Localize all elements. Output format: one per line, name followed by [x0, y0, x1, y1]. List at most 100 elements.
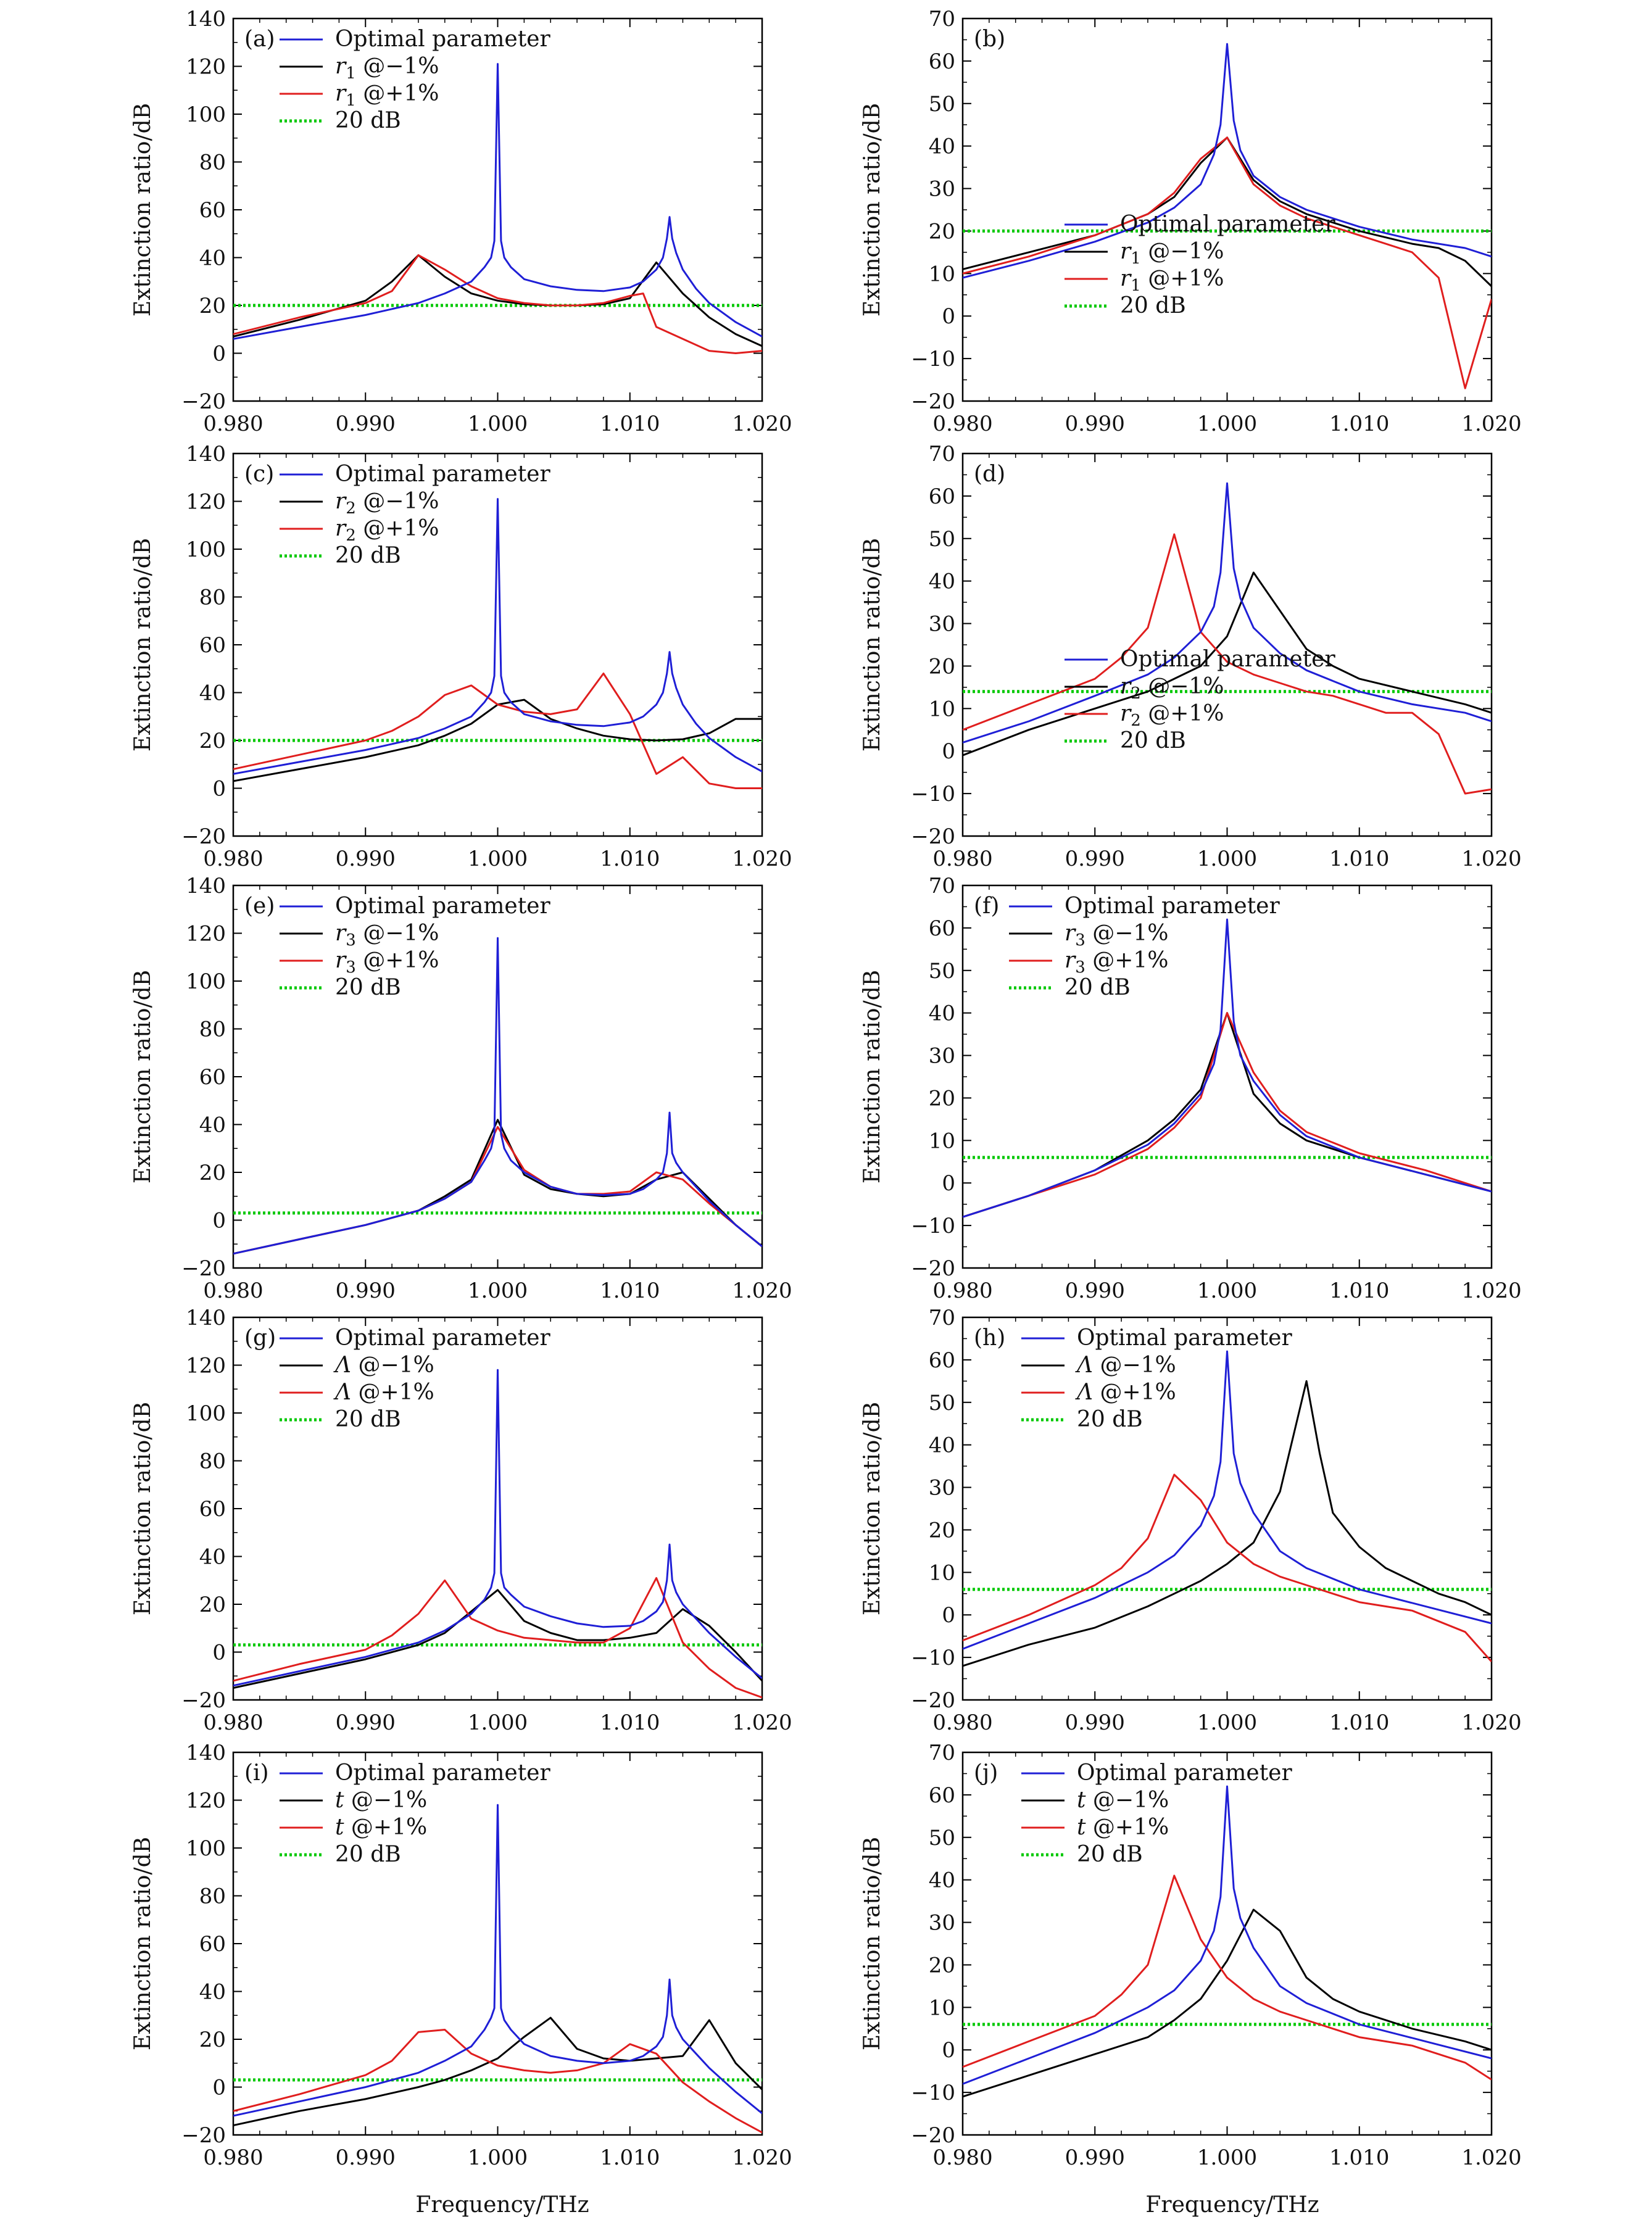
series-line-plus [233, 1125, 762, 1255]
y-tick-label: 40 [929, 1868, 955, 1893]
y-tick-label: 30 [929, 1476, 955, 1501]
x-tick-label: 0.980 [932, 2145, 992, 2170]
panel-label: (e) [244, 893, 275, 919]
x-axis-title-left: Frequency/THz [415, 2192, 589, 2218]
y-tick-label: 0 [212, 2076, 226, 2100]
x-tick-label: 1.000 [1197, 2145, 1257, 2170]
series-line-minus [233, 698, 762, 782]
legend-symbol: Λ [333, 1380, 351, 1405]
y-tick-label: 0 [212, 342, 226, 367]
x-tick-label: 1.010 [600, 412, 660, 436]
y-tick-label: 20 [199, 2028, 226, 2052]
legend-label-optimal: Optimal parameter [335, 27, 550, 52]
y-tick-label: 50 [929, 959, 955, 984]
x-tick-label: 0.990 [1065, 412, 1125, 436]
y-tick-label: 60 [199, 1065, 226, 1090]
legend-rest: @−1% [1085, 921, 1169, 946]
legend-symbol: r [1120, 701, 1132, 726]
y-tick-label: 120 [186, 490, 226, 515]
y-tick-label: 80 [199, 1884, 226, 1909]
y-tick-label: 10 [929, 1129, 955, 1153]
x-tick-label: 1.010 [1329, 412, 1389, 436]
x-tick-label: 1.020 [1461, 412, 1521, 436]
legend-symbol: t [335, 1815, 344, 1840]
legend-rest: @+1% [356, 81, 439, 106]
legend-subscript: 1 [346, 91, 356, 110]
series-line-optimal [233, 937, 762, 1255]
y-tick-label: 10 [929, 262, 955, 286]
y-tick-label: 80 [199, 1017, 226, 1042]
series-group [963, 1350, 1492, 1667]
legend-label-plus: r1 @+1% [1120, 266, 1224, 295]
panel-label: (d) [974, 462, 1005, 487]
series-group [233, 63, 762, 354]
legend-label-plus: r2 @+1% [335, 516, 439, 545]
legend-label-plus: r3 @+1% [335, 948, 439, 977]
x-tick-label: 0.980 [932, 847, 992, 871]
y-tick-label: 100 [186, 537, 226, 562]
y-tick-label: 20 [929, 1086, 955, 1111]
y-tick-label: 70 [929, 1306, 955, 1330]
y-tick-label: 60 [929, 1783, 955, 1808]
series-line-minus [963, 1380, 1492, 1667]
y-tick-label: 20 [199, 1161, 226, 1185]
y-tick-label: 80 [199, 151, 226, 175]
y-tick-label: 80 [199, 1449, 226, 1474]
y-tick-label: −20 [911, 1256, 955, 1281]
y-tick-label: 50 [929, 92, 955, 117]
legend-label-minus: r2 @−1% [335, 489, 439, 518]
legend-label-minus: Λ @−1% [333, 1353, 434, 1378]
y-axis-title: Extinction ratio/dB [860, 103, 885, 317]
legend-label-plus: Λ @+1% [1075, 1380, 1176, 1405]
legend-rest: @−1% [1141, 674, 1224, 699]
x-tick-label: 0.990 [1065, 2145, 1125, 2170]
x-tick-label: 0.990 [1065, 847, 1125, 871]
panel-label: (b) [974, 27, 1005, 52]
legend-label-plus: t @+1% [335, 1815, 427, 1840]
series-line-plus [963, 533, 1492, 795]
x-tick-label: 1.020 [1461, 1710, 1521, 1735]
series-line-plus [963, 1012, 1492, 1218]
y-tick-label: 60 [199, 633, 226, 658]
y-tick-label: 140 [186, 442, 226, 466]
legend-label-minus: r2 @−1% [1120, 674, 1224, 703]
y-tick-label: 20 [199, 294, 226, 318]
y-tick-label: 0 [942, 1171, 955, 1196]
y-tick-label: 100 [186, 102, 226, 127]
y-tick-label: 120 [186, 1354, 226, 1378]
y-tick-label: 60 [929, 484, 955, 509]
x-tick-label: 1.010 [1329, 1710, 1389, 1735]
y-tick-label: 20 [929, 654, 955, 679]
chart-panel: −20 −10 0 10 20 30 40 50 60 70 0.980 0.990 1.000 1.01… [860, 1306, 1522, 1735]
x-tick-label: 1.010 [1329, 2145, 1389, 2170]
legend-rest: @+1% [1093, 1380, 1176, 1405]
y-tick-label: 20 [199, 729, 226, 753]
x-tick-label: 0.990 [336, 1710, 396, 1735]
series-line-plus [233, 1577, 762, 1699]
legend-subscript: 1 [1131, 249, 1141, 268]
legend-symbol: r [1120, 674, 1132, 699]
x-tick-label: 1.020 [732, 1278, 792, 1303]
y-tick-label: 0 [212, 1209, 226, 1233]
y-tick-label: 0 [212, 777, 226, 802]
panel-label: (c) [244, 462, 274, 487]
legend-subscript: 2 [346, 499, 356, 518]
x-tick-label: 0.980 [932, 1710, 992, 1735]
x-tick-label: 0.980 [203, 847, 263, 871]
plot-frame [961, 1751, 1493, 2136]
legend-subscript: 2 [1131, 684, 1141, 703]
x-tick-label: 1.010 [600, 1710, 660, 1735]
legend-symbol: r [335, 948, 347, 973]
plot-frame [961, 17, 1493, 402]
plot-frame [961, 452, 1493, 837]
legend-symbol: r [335, 489, 347, 514]
legend-label-minus: r1 @−1% [335, 54, 439, 83]
x-tick-label: 1.020 [732, 2145, 792, 2170]
x-tick-label: 1.010 [600, 847, 660, 871]
y-axis-title: Extinction ratio/dB [860, 1837, 885, 2050]
y-tick-label: 60 [199, 1932, 226, 1957]
legend-label-optimal: Optimal parameter [1120, 647, 1335, 672]
